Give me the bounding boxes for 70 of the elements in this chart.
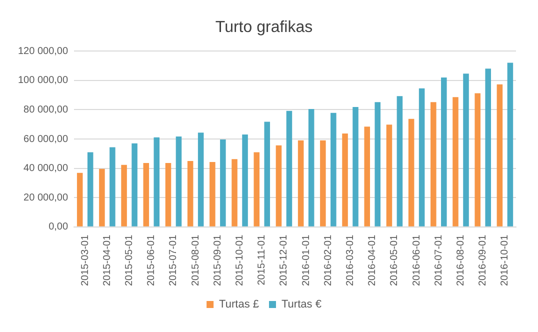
x-tick-label: 2016-06-01 <box>411 234 422 286</box>
bar <box>474 93 480 226</box>
y-tick-label: 80 000,00 <box>24 104 68 116</box>
bar <box>441 78 447 226</box>
x-tick-label: 2015-11-01 <box>256 234 268 286</box>
bar <box>308 109 314 226</box>
legend-label: Turtas € <box>282 298 322 311</box>
x-tick-label: 2016-08-01 <box>456 234 467 286</box>
bar <box>374 102 380 226</box>
bar <box>352 106 358 226</box>
bar <box>396 96 403 226</box>
bar <box>418 88 425 226</box>
bar <box>87 152 94 226</box>
bar <box>364 126 370 226</box>
chart-title: Turto grafikas <box>215 19 313 36</box>
bar <box>121 164 127 226</box>
bar <box>496 84 503 226</box>
x-tick-label: 2015-06-01 <box>146 234 158 286</box>
legend-label: Turtas £ <box>219 298 260 311</box>
bar <box>220 139 226 226</box>
bar <box>320 140 326 226</box>
bar <box>242 134 248 226</box>
bar <box>264 122 270 226</box>
bar <box>276 145 282 226</box>
bar <box>165 163 172 226</box>
x-tick-label: 2015-04-01 <box>102 234 113 286</box>
x-tick-label: 2016-07-01 <box>433 234 444 286</box>
bar <box>298 140 304 226</box>
y-tick-label: 0,00 <box>48 222 68 233</box>
bar <box>187 160 194 226</box>
x-tick-label: 2015-10-01 <box>234 234 246 286</box>
x-tick-label: 2015-05-01 <box>124 234 136 286</box>
x-tick-label: 2016-03-01 <box>345 234 356 286</box>
bar <box>198 132 204 226</box>
x-tick-label: 2016-09-01 <box>478 234 489 286</box>
bar <box>452 97 458 226</box>
x-tick-label: 2016-04-01 <box>367 234 378 286</box>
bar <box>99 168 105 226</box>
bar <box>254 152 260 226</box>
bar <box>143 163 150 226</box>
bar <box>210 162 216 226</box>
bar <box>76 172 83 226</box>
bar <box>507 62 514 226</box>
x-tick-label: 2015-03-01 <box>80 234 91 286</box>
x-tick-label: 2016-01-01 <box>300 234 312 286</box>
y-tick-label: 20 000,00 <box>24 192 68 204</box>
y-tick-label: 120 000,00 <box>18 46 68 57</box>
y-tick-label: 40 000,00 <box>24 163 68 174</box>
bar <box>232 159 238 226</box>
bar <box>485 68 491 226</box>
bar <box>463 74 469 226</box>
bar <box>342 133 348 226</box>
x-tick-label: 2015-08-01 <box>190 234 202 286</box>
bar <box>386 124 392 226</box>
x-tick-label: 2015-09-01 <box>212 234 224 286</box>
bar <box>286 110 292 226</box>
bar <box>132 143 138 226</box>
bar <box>154 137 160 226</box>
x-tick-label: 2015-07-01 <box>168 234 180 286</box>
y-tick-label: 100 000,00 <box>18 75 68 86</box>
bar <box>330 112 336 226</box>
bar <box>430 102 436 226</box>
bar <box>408 118 414 226</box>
x-tick-label: 2016-02-01 <box>322 234 334 286</box>
x-tick-label: 2015-12-01 <box>278 234 290 286</box>
bar <box>176 136 182 226</box>
x-tick-label: 2016-10-01 <box>500 234 511 286</box>
x-tick-label: 2016-05-01 <box>389 234 400 286</box>
bar <box>110 147 116 226</box>
y-tick-label: 60 000,00 <box>24 134 68 145</box>
